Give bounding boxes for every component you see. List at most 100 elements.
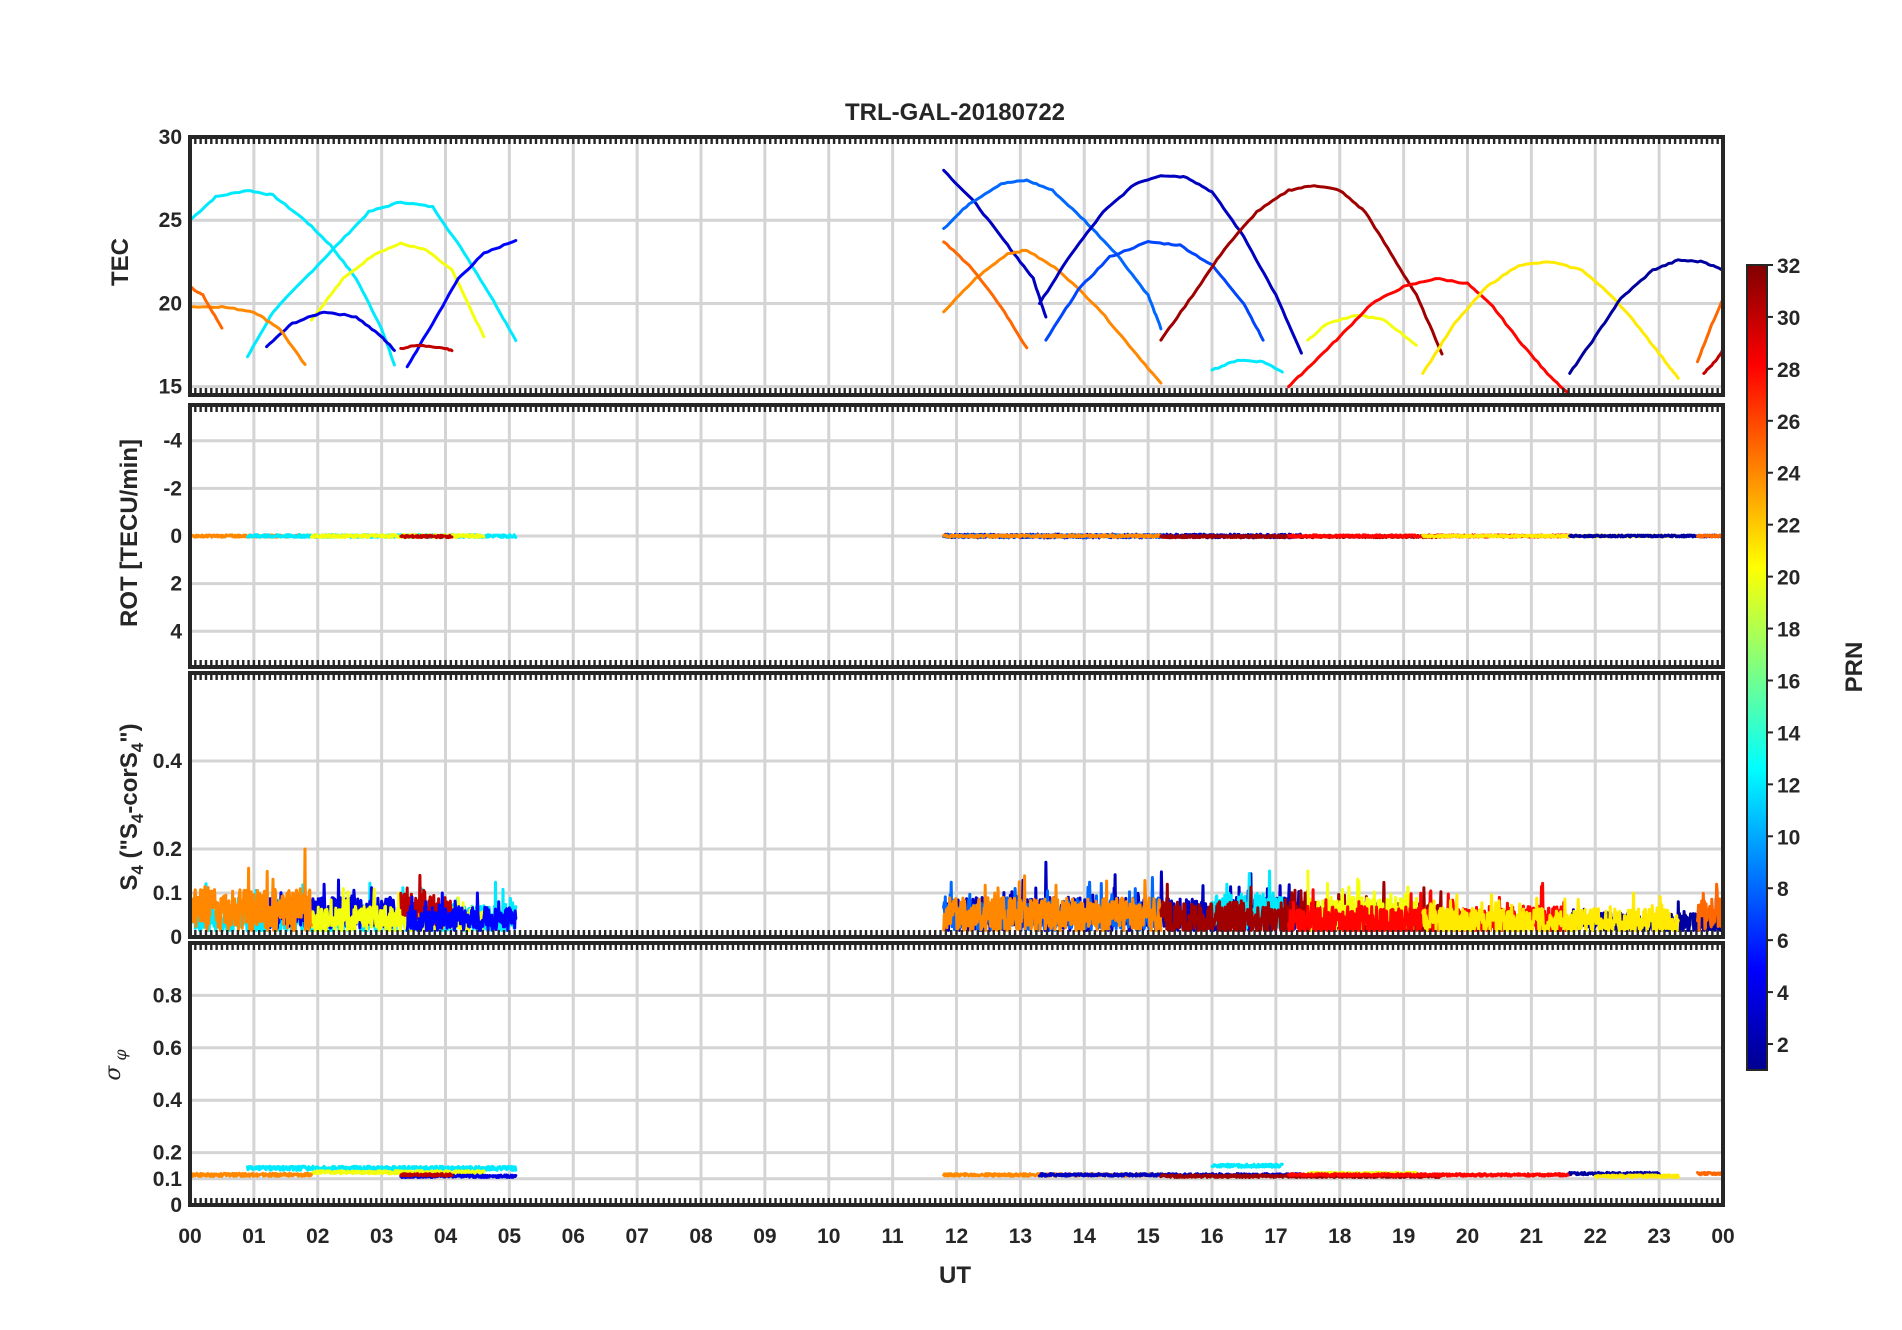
x-tick-label: 16 [1200, 1225, 1223, 1248]
y-tick-label: 0.1 [153, 882, 183, 905]
s4-label-main: S [116, 875, 143, 891]
series-prn-24 [188, 1171, 313, 1178]
y-tick-label: 0.4 [153, 1089, 183, 1112]
y-tick-label: -2 [163, 477, 182, 500]
x-tick-label: 00 [178, 1225, 201, 1248]
colorbar-tick-label: 32 [1777, 255, 1800, 278]
x-tick-label: 10 [817, 1225, 840, 1248]
colorbar-tick-label: 22 [1777, 515, 1800, 538]
y-tick-label: 0.4 [153, 750, 183, 773]
series-prn-25 [942, 240, 1029, 350]
series-prn-21 [1421, 891, 1680, 932]
s4-label-end: ") [116, 723, 143, 742]
colorbar-tick-label: 16 [1777, 670, 1800, 693]
y-tick-label: 0 [170, 1194, 182, 1217]
y-tick-label: 0.1 [153, 1168, 183, 1191]
y-tick-label: 20 [159, 292, 182, 315]
series-prn-25 [1696, 533, 1725, 539]
series-prn-31 [1159, 184, 1444, 356]
series-prn-24 [942, 874, 1163, 932]
x-tick-label: 09 [753, 1225, 776, 1248]
x-tick-label: 07 [625, 1225, 648, 1248]
series-prn-2 [1568, 258, 1725, 375]
colorbar-tick-label: 12 [1777, 774, 1800, 797]
series-prn-28 [1287, 277, 1572, 398]
x-tick-label: 00 [1711, 1225, 1734, 1248]
colorbar-tick-label: 24 [1777, 463, 1801, 486]
y-tick-label: 0.6 [153, 1037, 182, 1060]
series-prn-25 [1696, 297, 1725, 364]
series-prn-30 [399, 533, 454, 540]
panel-tec: 15 20 25 30 [159, 126, 1725, 399]
series-prn-21 [1421, 260, 1680, 380]
y-tick-label: 0 [170, 926, 182, 949]
y-tick-label: 25 [159, 209, 183, 232]
x-tick-label: 17 [1264, 1225, 1287, 1248]
x-tick-label: 03 [370, 1225, 393, 1248]
series-prn-8 [942, 178, 1163, 331]
y-tick-label: -4 [163, 430, 182, 453]
s4-label-sub3: 4 [128, 742, 147, 752]
x-tick-label: 06 [562, 1225, 585, 1248]
sigma-y-label: σφ [101, 1049, 130, 1081]
x-tick-label: 14 [1073, 1225, 1097, 1248]
series-prn-12 [1210, 358, 1284, 374]
series-prn-3 [942, 168, 1048, 319]
x-axis-label: UT [939, 1262, 971, 1289]
x-tick-label: 02 [306, 1225, 329, 1248]
x-tick-label: 20 [1456, 1225, 1479, 1248]
colorbar-tick-label: 14 [1777, 722, 1801, 745]
x-tick-label: 04 [434, 1225, 458, 1248]
colorbar-tick-label: 26 [1777, 411, 1800, 434]
series-prn-5 [405, 891, 518, 932]
colorbar-tick-label: 4 [1777, 982, 1789, 1005]
x-tick-label: 15 [1136, 1225, 1160, 1248]
x-tick-label: 22 [1584, 1225, 1607, 1248]
panel-s4: 0 0.1 0.2 0.4 [153, 671, 1725, 949]
series-prn-24 [942, 248, 1163, 385]
series-prn-12 [1210, 1162, 1284, 1169]
series-prn-3 [1038, 174, 1303, 355]
s4-y-label: S4 ("S4-corS4") [116, 723, 147, 890]
series-prn-20 [309, 241, 486, 339]
x-tick-label: 21 [1520, 1225, 1544, 1248]
series-prn-28 [1287, 1172, 1572, 1178]
tec-y-label: TEC [107, 238, 134, 286]
x-tick-label: 23 [1647, 1225, 1670, 1248]
sigma-label-main: σ [101, 1065, 126, 1081]
colorbar-tick-label: 8 [1777, 878, 1789, 901]
series-prn-24 [188, 305, 307, 366]
series-prn-30 [399, 1172, 454, 1178]
x-tick-label: 08 [689, 1225, 713, 1248]
series-prn-12 [246, 200, 518, 359]
series-prn-25 [1696, 882, 1725, 932]
colorbar-tick-label: 28 [1777, 359, 1801, 382]
colorbar-tick-label: 18 [1777, 619, 1801, 642]
x-tick-label: 18 [1328, 1225, 1352, 1248]
series-prn-7 [1044, 240, 1265, 342]
x-tick-labels: 00 01 02 03 04 05 06 07 08 09 10 11 12 13 14 15 16 17 18 19… [178, 1225, 1734, 1248]
y-tick-label: 0.2 [153, 838, 182, 861]
panel-sigma-phi: 0 0.1 0.2 0.4 0.6 0.8 [153, 941, 1725, 1217]
chart-title: TRL-GAL-20180722 [845, 99, 1065, 126]
s4-label-sub2: 4 [128, 813, 147, 823]
s4-label-sub: 4 [128, 865, 147, 875]
x-tick-label: 19 [1392, 1225, 1415, 1248]
colorbar-tick-label: 2 [1777, 1034, 1789, 1057]
series-prn-25 [188, 285, 224, 330]
series-prn-30 [399, 343, 454, 353]
series-prn-30 [1702, 348, 1725, 375]
series-prn-25 [1696, 1170, 1725, 1177]
colorbar-label: PRN [1841, 642, 1868, 693]
x-tick-label: 13 [1009, 1225, 1032, 1248]
y-tick-label: 4 [170, 620, 182, 643]
x-tick-label: 01 [242, 1225, 266, 1248]
series-prn-20 [1306, 313, 1418, 347]
y-tick-label: 15 [159, 376, 183, 399]
x-tick-label: 12 [945, 1225, 968, 1248]
colorbar-tick-label: 6 [1777, 930, 1789, 953]
y-tick-label: 2 [170, 573, 182, 596]
series-prn-21 [1593, 1173, 1680, 1179]
colorbar-tick-label: 30 [1777, 307, 1800, 330]
